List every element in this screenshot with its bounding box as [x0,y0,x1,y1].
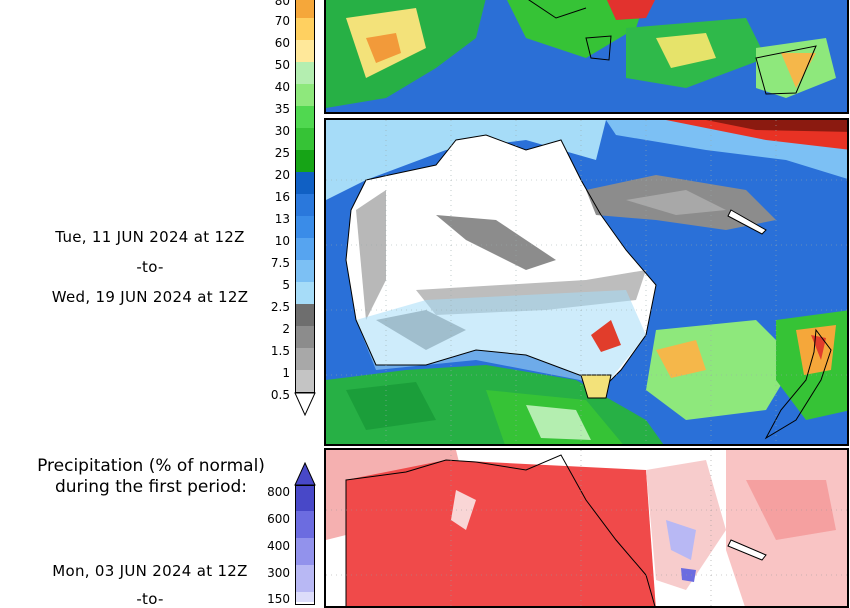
cbar-label: 70 [274,14,290,28]
cbar-frame [295,0,315,393]
period1-separator: -to- [136,258,164,276]
cbar-label: 2.5 [270,300,290,314]
cbar-cell-7-5 [296,260,314,282]
pct-cbar-cell-300 [296,565,314,592]
cbar-cell-35 [296,106,314,128]
cbar-label: 13 [274,212,290,226]
period2-separator: -to- [136,590,164,608]
cbar-label: 5 [282,278,290,292]
precip-map-upper [324,0,849,114]
cbar-label: 7.5 [270,256,290,270]
cbar-cell-1-5 [296,348,314,370]
cbar-cell-10 [296,238,314,260]
period1-start: Tue, 11 JUN 2024 at 12Z [55,228,245,246]
cbar-cell-70 [296,18,314,40]
pct-cbar-label: 300 [267,566,290,580]
pct-cbar-max-arrow [294,461,316,486]
cbar-cell-30 [296,128,314,150]
cbar-label: 0.5 [270,388,290,402]
period2-start: Mon, 03 JUN 2024 at 12Z [52,562,248,580]
pct-cbar-cell-800 [296,485,314,511]
cbar-label: 40 [274,80,290,94]
cbar-label: 1.5 [270,344,290,358]
cbar-cell-13 [296,216,314,238]
cbar-label: 2 [282,322,290,336]
cbar-min-arrow [294,392,316,417]
cbar-label: 1 [282,366,290,380]
precip-anomaly-map-graphic [326,450,847,606]
pct-cbar-cell-400 [296,538,314,565]
pct-cbar-label: 600 [267,512,290,526]
cbar-cell-20 [296,172,314,194]
cbar-cell-40 [296,84,314,106]
cbar-cell-5 [296,282,314,304]
cbar-label: 60 [274,36,290,50]
pct-cbar-label: 800 [267,485,290,499]
precip-map-upper-graphic [326,0,847,112]
cbar-label: 35 [274,102,290,116]
pct-cbar-cell-150 [296,592,314,602]
pct-cbar-cell-600 [296,511,314,538]
precip-map-main [324,118,849,446]
cbar-cell-1 [296,370,314,392]
pct-cbar-label: 400 [267,539,290,553]
cbar-cell-16 [296,194,314,216]
pct-normal-title-line1: Precipitation (% of normal) [37,456,265,476]
pct-cbar-frame [295,485,315,605]
cbar-cell-2 [296,326,314,348]
cbar-label: 16 [274,190,290,204]
cbar-label: 25 [274,146,290,160]
cbar-label: 80 [274,0,290,8]
cbar-label: 10 [274,234,290,248]
cbar-cell-50 [296,62,314,84]
cbar-label: 50 [274,58,290,72]
cbar-cell-2-5 [296,304,314,326]
precip-anomaly-map [324,448,849,608]
pct-normal-title-line2: during the first period: [54,477,248,497]
period1-end: Wed, 19 JUN 2024 at 12Z [51,288,249,306]
cbar-label: 30 [274,124,290,138]
cbar-cell-80 [296,0,314,18]
cbar-cell-25 [296,150,314,172]
precip-map-main-graphic [326,120,847,444]
cbar-label: 20 [274,168,290,182]
cbar-cell-60 [296,40,314,62]
